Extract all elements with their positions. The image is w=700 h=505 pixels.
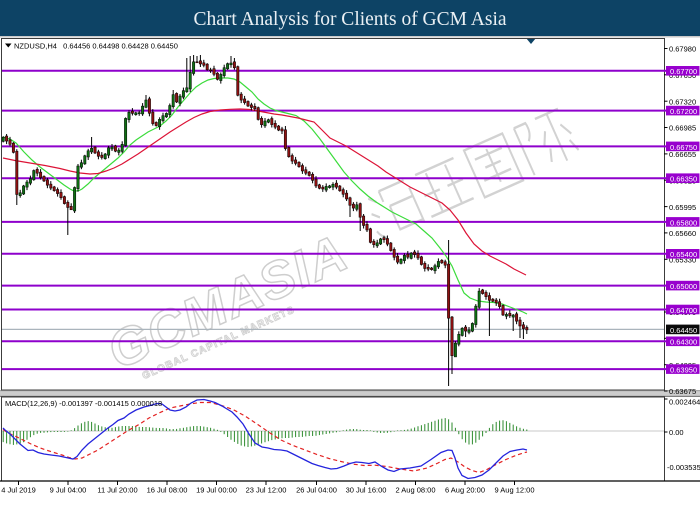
svg-text:30 Jul 16:00: 30 Jul 16:00: [346, 486, 387, 495]
svg-text:0.67320: 0.67320: [669, 97, 696, 106]
svg-text:0.66750: 0.66750: [670, 143, 697, 152]
svg-text:NZDUSD,H4 0.64456 0.64498 0.: NZDUSD,H4 0.64456 0.64498 0.64428 0.6445…: [14, 42, 178, 51]
svg-text:0.65400: 0.65400: [670, 250, 697, 259]
svg-text:19 Jul 00:00: 19 Jul 00:00: [196, 486, 237, 495]
svg-text:0.67200: 0.67200: [670, 107, 697, 116]
svg-text:0.63950: 0.63950: [670, 366, 697, 375]
svg-text:0.64450: 0.64450: [670, 326, 697, 335]
svg-text:-0.003535: -0.003535: [667, 463, 700, 472]
svg-text:0.002464: 0.002464: [669, 398, 700, 407]
svg-text:MACD(12,26,9) -0.001397 -0.001: MACD(12,26,9) -0.001397 -0.001415 0.0000…: [5, 399, 162, 408]
svg-text:0.65660: 0.65660: [669, 229, 696, 238]
svg-text:0.63675: 0.63675: [669, 387, 696, 396]
svg-text:0.66655: 0.66655: [669, 150, 696, 159]
svg-text:0.65800: 0.65800: [670, 218, 697, 227]
svg-text:4 Jul 2019: 4 Jul 2019: [1, 486, 36, 495]
svg-text:0.67700: 0.67700: [670, 67, 697, 76]
svg-text:0.00: 0.00: [669, 428, 684, 437]
svg-text:0.64300: 0.64300: [670, 338, 697, 347]
svg-text:23 Jul 12:00: 23 Jul 12:00: [246, 486, 287, 495]
svg-text:0.66350: 0.66350: [670, 175, 697, 184]
svg-text:9 Aug 12:00: 9 Aug 12:00: [494, 486, 534, 495]
svg-text:6 Aug 20:00: 6 Aug 20:00: [445, 486, 485, 495]
svg-text:2 Aug 08:00: 2 Aug 08:00: [395, 486, 435, 495]
svg-text:16 Jul 08:00: 16 Jul 08:00: [147, 486, 188, 495]
svg-text:Chart Analysis for Clients of: Chart Analysis for Clients of GCM Asia: [193, 9, 506, 30]
svg-text:11 Jul 20:00: 11 Jul 20:00: [97, 486, 137, 495]
svg-text:0.67980: 0.67980: [669, 45, 696, 54]
svg-text:9 Jul 04:00: 9 Jul 04:00: [50, 486, 87, 495]
svg-text:0.65995: 0.65995: [669, 203, 696, 212]
svg-text:0.66985: 0.66985: [669, 124, 696, 133]
svg-text:0.65330: 0.65330: [669, 256, 696, 265]
svg-text:0.64700: 0.64700: [670, 306, 697, 315]
svg-text:0.65000: 0.65000: [670, 282, 697, 291]
svg-text:26 Jul 04:00: 26 Jul 04:00: [296, 486, 337, 495]
